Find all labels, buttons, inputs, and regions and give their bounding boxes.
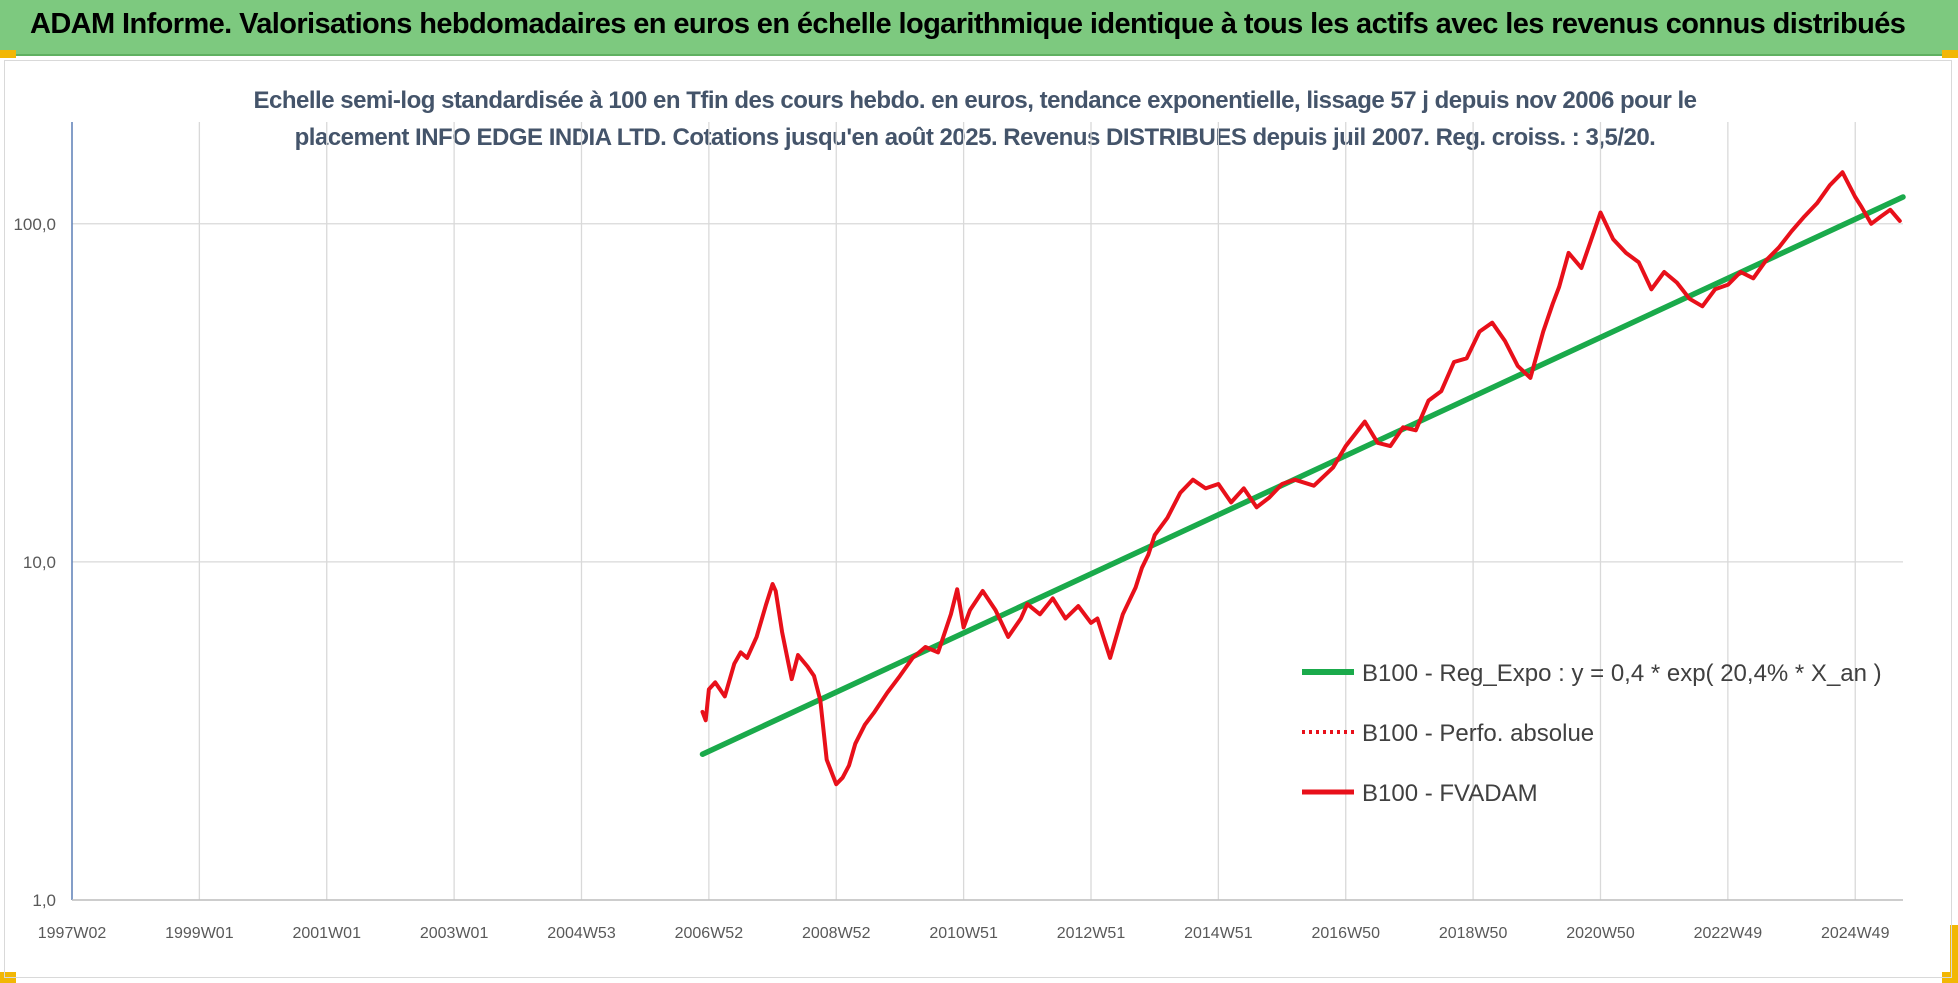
chart-frame xyxy=(4,60,1952,978)
chart-subtitle-line-2: placement INFO EDGE INDIA LTD. Cotations… xyxy=(294,124,1656,151)
y-tick-label: 100,0 xyxy=(13,215,56,234)
x-tick-label: 2008W52 xyxy=(802,925,871,942)
legend-label: B100 - Reg_Expo : y = 0,4 * exp( 20,4% *… xyxy=(1362,660,1882,687)
corner-mark-right-edge xyxy=(1950,925,1958,980)
legend: B100 - Reg_Expo : y = 0,4 * exp( 20,4% *… xyxy=(1302,660,1882,807)
x-tick-label: 2003W01 xyxy=(420,925,489,942)
x-tick-label: 2018W50 xyxy=(1439,925,1508,942)
gridlines xyxy=(72,122,1903,901)
y-tick-label: 1,0 xyxy=(32,891,56,910)
chart-subtitle: Echelle semi-log standardisée à 100 en T… xyxy=(150,82,1800,156)
x-tick-label: 2016W50 xyxy=(1311,925,1380,942)
x-tick-label: 2010W51 xyxy=(929,925,998,942)
x-tick-label: 2001W01 xyxy=(292,925,361,942)
x-tick-label: 1999W01 xyxy=(165,925,234,942)
x-tick-label: 2014W51 xyxy=(1184,925,1253,942)
axes xyxy=(71,122,1903,901)
x-tick-label: 2022W49 xyxy=(1694,925,1763,942)
x-tick-label: 2024W49 xyxy=(1821,925,1890,942)
x-tick-label: 2006W52 xyxy=(675,925,744,942)
series-line-fvadam xyxy=(700,170,1902,787)
series-layer xyxy=(699,170,1906,787)
series-line-reg-expo xyxy=(699,194,1906,757)
x-axis-tick-labels: 1997W02 1999W01 2001W01 2003W01 2004W53 2006W… xyxy=(38,925,1890,942)
legend-label: B100 - Perfo. absolue xyxy=(1362,720,1594,747)
page-title: ADAM Informe. Valorisations hebdomadaire… xyxy=(30,8,1906,40)
corner-mark-top-right xyxy=(1942,50,1958,58)
legend-label: B100 - FVADAM xyxy=(1362,780,1538,807)
header-banner: ADAM Informe. Valorisations hebdomadaire… xyxy=(0,0,1958,56)
chart-subtitle-line-1: Echelle semi-log standardisée à 100 en T… xyxy=(253,87,1698,114)
corner-mark-top-left xyxy=(0,50,16,58)
x-tick-label: 2004W53 xyxy=(547,925,616,942)
x-tick-label: 2012W51 xyxy=(1057,925,1126,942)
x-tick-label: 1997W02 xyxy=(38,925,107,942)
y-axis-tick-labels: 1,0 10,0 100,0 xyxy=(13,215,56,910)
x-tick-label: 2020W50 xyxy=(1566,925,1635,942)
y-tick-label: 10,0 xyxy=(23,553,56,572)
